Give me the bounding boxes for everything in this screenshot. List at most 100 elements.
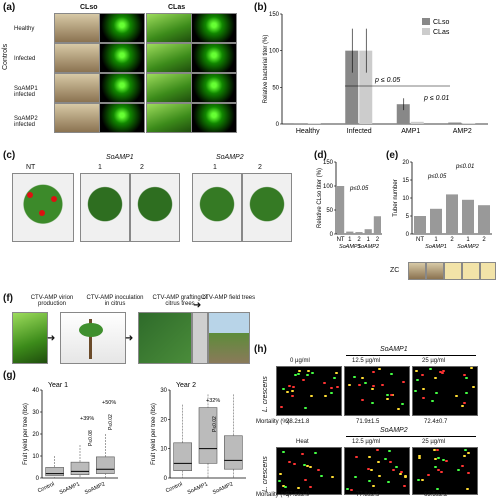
b-ytick-label: 50 [272, 85, 279, 91]
panel-label-a: (a) [3, 2, 16, 13]
e-ytick-label: 15 [402, 178, 409, 184]
g1-annot-2: P≤0.08 [88, 430, 94, 446]
h-mort-bottom-1: 57.5±2.9 [286, 492, 310, 498]
e-group-1: SoAMP1 [425, 244, 447, 250]
cell-dot [281, 450, 285, 453]
cell-dot [296, 373, 300, 376]
cell-dot [433, 457, 437, 460]
b-legend-label: CLas [433, 29, 450, 36]
g2-box [173, 442, 192, 471]
photo-f-3 [138, 312, 192, 364]
c-nt-label: NT [26, 164, 36, 171]
cell-dot [306, 374, 310, 377]
cell-dot [291, 395, 295, 398]
e-bar [446, 194, 458, 234]
cell-dot [418, 454, 422, 457]
photo-a-15 [146, 103, 192, 133]
h-bottom-2: 12.5 µg/ml [352, 439, 381, 445]
h-mort-label-top: Mortality (%) [256, 419, 290, 425]
photo-c-amp1-1 [80, 173, 130, 242]
panel-label-f: (f) [3, 293, 13, 304]
zc-label: ZC [390, 267, 400, 274]
cell-dot [467, 452, 470, 455]
cell-dot [391, 469, 395, 472]
cell-dot [394, 466, 398, 469]
photo-a-10 [99, 73, 145, 103]
g1-annot-1: +39% [80, 416, 94, 422]
cell-dot [307, 370, 311, 373]
cell-dot [432, 449, 436, 452]
c-num-3: 1 [213, 164, 217, 171]
cell-dot [442, 458, 446, 461]
g2-box [224, 435, 243, 470]
cell-dot [402, 380, 406, 383]
cell-dot [277, 479, 281, 482]
cell-dot [361, 399, 365, 402]
b-bar-CLso [345, 50, 359, 124]
c-amp2-label: SoAMP2 [216, 154, 244, 161]
cell-dot [389, 460, 393, 463]
h-top-1: 0 µg/ml [290, 358, 310, 364]
d-ytick-label: 150 [323, 160, 334, 166]
cell-dot [316, 468, 320, 471]
d-xtick-label: 1 [367, 237, 371, 243]
micro-bottom-3 [412, 447, 478, 495]
g2-xtick-label: SoAMP1 [187, 481, 209, 496]
cell-dot [293, 463, 297, 466]
cell-dot [434, 376, 438, 379]
cell-dot [440, 471, 444, 474]
g1-annot-3: +50% [102, 400, 116, 406]
e-ytick-label: 20 [402, 160, 409, 166]
cell-dot [354, 476, 358, 479]
g1-annot-4: P≤0.02 [108, 414, 114, 430]
g2-annot-1: +32% [206, 398, 220, 404]
cell-dot [309, 486, 313, 489]
tuber-3 [444, 262, 462, 280]
e-xtick-label: NT [416, 237, 424, 243]
arrow-icon-1: ➜ [47, 333, 56, 344]
d-bar [373, 216, 381, 234]
g1-ylabel: Fruit yield per tree (lbs) [23, 403, 29, 465]
cell-dot [462, 402, 466, 405]
b-bar-CLso [293, 123, 307, 124]
cell-dot [298, 370, 301, 373]
g2-ytick-label: 0 [164, 476, 168, 482]
micro-bottom-1 [276, 447, 342, 495]
g2-ytick-label: 20 [160, 417, 167, 423]
cell-dot [346, 488, 350, 491]
cell-dot [303, 407, 307, 410]
cell-dot [323, 394, 327, 397]
b-bar-CLas [462, 123, 476, 124]
cell-dot [472, 386, 476, 389]
b-bar-CLas [307, 123, 321, 124]
cell-dot [378, 475, 382, 478]
b-xtick-label: AMP2 [453, 128, 472, 135]
g2-box [198, 407, 218, 464]
cell-dot [421, 373, 425, 376]
cell-dot [430, 400, 434, 403]
cell-dot [288, 384, 292, 387]
photo-c-amp2-1 [192, 173, 242, 242]
panel-label-c: (c) [3, 150, 16, 161]
cell-dot [400, 403, 404, 406]
cell-dot [437, 457, 441, 460]
micro-bottom-2 [344, 447, 410, 495]
cell-dot [435, 487, 439, 490]
cell-dot [460, 404, 464, 407]
cell-dot [461, 465, 465, 468]
col-header-clas: CLas [168, 4, 186, 11]
b-xtick-label: Infected [347, 128, 372, 135]
cell-dot [353, 376, 357, 379]
g1-title: Year 1 [48, 382, 68, 389]
cell-dot [314, 451, 318, 454]
cell-dot [378, 368, 382, 370]
photo-a-12 [191, 73, 237, 103]
b-annot-1: p ≤ 0.05 [374, 77, 400, 84]
c-num-1: 1 [98, 164, 102, 171]
e-xtick-label: 1 [434, 237, 438, 243]
g1-box [70, 461, 90, 476]
cell-dot [416, 378, 420, 381]
cell-dot [442, 369, 446, 372]
b-legend-label: CLso [433, 19, 449, 26]
